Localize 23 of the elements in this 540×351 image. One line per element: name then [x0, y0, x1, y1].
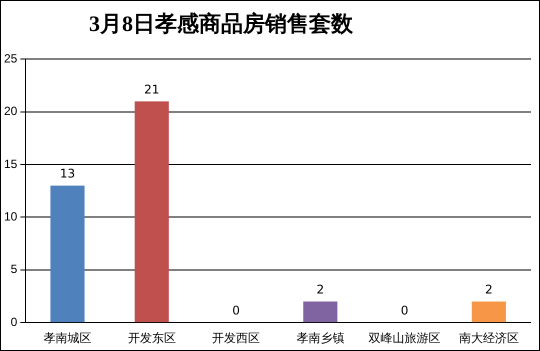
- data-label: 0: [232, 304, 240, 318]
- data-label: 13: [60, 166, 76, 181]
- data-label: 2: [316, 282, 324, 297]
- chart-title: 3月8日孝感商品房销售套数: [88, 10, 354, 38]
- y-tick-label: 25: [4, 52, 18, 66]
- y-tick-label: 15: [4, 156, 18, 171]
- bar: [303, 302, 338, 322]
- bar: [134, 101, 169, 322]
- bar: [50, 186, 85, 322]
- x-tick-label: 双峰山旅游区: [368, 331, 441, 346]
- data-label: 2: [485, 282, 493, 297]
- data-label: 21: [144, 82, 160, 96]
- y-tick-label: 10: [4, 210, 18, 224]
- x-tick-label: 开发东区: [128, 331, 176, 346]
- x-tick-label: 南大经济区: [458, 331, 519, 346]
- y-tick-label: 5: [10, 262, 18, 276]
- x-tick-label: 孝南城区: [43, 331, 92, 346]
- x-tick-label: 开发西区: [212, 331, 260, 346]
- y-tick-label: 0: [10, 314, 18, 329]
- data-label: 0: [400, 304, 408, 318]
- y-tick-label: 20: [4, 104, 18, 118]
- x-tick-label: 孝南乡镇: [296, 331, 344, 346]
- bar: [472, 302, 506, 322]
